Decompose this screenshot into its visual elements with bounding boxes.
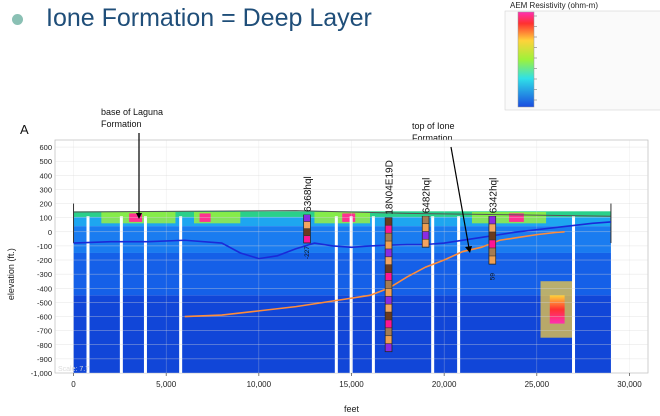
- y-tick-label: -700: [37, 327, 52, 336]
- annotation-laguna: base of Laguna Formation: [101, 106, 163, 130]
- y-tick-label: 100: [39, 214, 52, 223]
- annotation-ione: top of Ione Formation: [412, 120, 455, 144]
- y-tick-label: 200: [39, 200, 52, 209]
- y-tick-label: -600: [37, 313, 52, 322]
- y-tick-label: -200: [37, 256, 52, 265]
- y-tick-label: -100: [37, 242, 52, 251]
- well-lith-segment: [489, 232, 496, 240]
- well-lith-segment: [385, 312, 392, 320]
- y-tick-label: 400: [39, 171, 52, 180]
- y-tick-label: 600: [39, 143, 52, 152]
- well-lith-segment: [385, 336, 392, 344]
- well-lith-segment: [385, 241, 392, 249]
- slide-heading: Ione Formation = Deep Layer: [46, 4, 372, 32]
- aem-legend-title: AEM Resistivity (ohm-m): [510, 1, 599, 10]
- y-tick-label: 300: [39, 185, 52, 194]
- well-label: 6482hql: [422, 178, 433, 214]
- x-tick-label: 30,000: [617, 380, 642, 389]
- laguna-base-line: [73, 221, 611, 260]
- survey-gap: [179, 216, 183, 373]
- x-tick-label: 20,000: [432, 380, 457, 389]
- y-tick-label: 500: [39, 157, 52, 166]
- well-lith-segment: [304, 228, 311, 236]
- well-lith-segment: [304, 236, 311, 243]
- well-lith-segment: [422, 216, 429, 224]
- annotation-ione-line2: Formation: [412, 133, 453, 143]
- well-lith-segment: [385, 288, 392, 296]
- bullet-dot: [12, 14, 23, 25]
- survey-gap: [143, 216, 147, 373]
- y-tick-label: -900: [37, 355, 52, 364]
- survey-gap: [334, 216, 338, 373]
- ione-arrow: [450, 146, 470, 249]
- y-tick-label: -800: [37, 341, 52, 350]
- x-tick-label: 15,000: [339, 380, 364, 389]
- resistivity-band: [73, 226, 611, 253]
- laguna-arrowhead: [136, 213, 142, 219]
- annotation-laguna-line1: base of Laguna: [101, 107, 164, 117]
- resistivity-band: [73, 295, 611, 373]
- ground-surface-line: [73, 210, 611, 217]
- well-lith-segment: [489, 216, 496, 224]
- well-depth-label: -227: [304, 246, 311, 259]
- x-tick-label: 5,000: [156, 380, 177, 389]
- well-lith-segment: [385, 296, 392, 304]
- well-lith-segment: [385, 233, 392, 241]
- well-lith-segment: [304, 221, 311, 229]
- survey-gap: [349, 216, 353, 373]
- well-label: 18N04E19D: [385, 160, 396, 214]
- x-axis-title: feet: [344, 404, 360, 414]
- x-tick-label: 10,000: [247, 380, 272, 389]
- survey-gap: [431, 216, 435, 373]
- ione-top-line: [184, 230, 565, 318]
- y-tick-label: 0: [48, 228, 52, 237]
- well-lith-segment: [422, 231, 429, 239]
- well-lith-segment: [304, 214, 311, 222]
- well-lith-segment: [385, 225, 392, 233]
- ione-arrowhead: [465, 246, 472, 253]
- section-letter: A: [20, 122, 29, 137]
- y-tick-label: -300: [37, 270, 52, 279]
- well-lith-segment: [385, 328, 392, 336]
- annotation-ione-line1: top of Ione: [412, 121, 455, 131]
- well-lith-segment: [385, 265, 392, 273]
- deep-anomaly-core: [549, 295, 565, 324]
- well-lith-segment: [489, 224, 496, 232]
- well-lith-segment: [385, 249, 392, 257]
- well-lith-segment: [489, 248, 496, 256]
- y-tick-label: -500: [37, 298, 52, 307]
- well-lith-segment: [385, 280, 392, 289]
- well-lith-segment: [489, 240, 496, 248]
- y-tick-label: -400: [37, 284, 52, 293]
- well-lith-segment: [385, 257, 392, 265]
- x-tick-label: 0: [71, 380, 76, 389]
- survey-gap: [457, 216, 461, 373]
- y-tick-label: -1,000: [31, 369, 52, 378]
- well-lith-segment: [385, 343, 392, 352]
- well-lith-segment: [422, 239, 429, 247]
- well-label: 6342hql: [488, 178, 499, 214]
- well-lith-segment: [385, 320, 392, 328]
- survey-gap: [119, 216, 123, 373]
- survey-gap: [572, 216, 576, 373]
- well-lith-segment: [385, 272, 392, 281]
- well-label: 6368hql: [303, 176, 314, 212]
- y-axis-title: elevation (ft.): [6, 248, 16, 300]
- well-lith-segment: [422, 224, 429, 232]
- x-tick-label: 25,000: [525, 380, 550, 389]
- well-depth-label: 59: [489, 273, 496, 281]
- aem-color-bar: [517, 11, 535, 108]
- annotation-laguna-line2: Formation: [101, 119, 142, 129]
- section-scale-text: Scale: 7.7: [58, 366, 89, 373]
- well-lith-segment: [385, 217, 392, 225]
- well-lith-segment: [489, 256, 496, 264]
- well-lith-segment: [385, 304, 392, 312]
- survey-gap: [86, 216, 90, 373]
